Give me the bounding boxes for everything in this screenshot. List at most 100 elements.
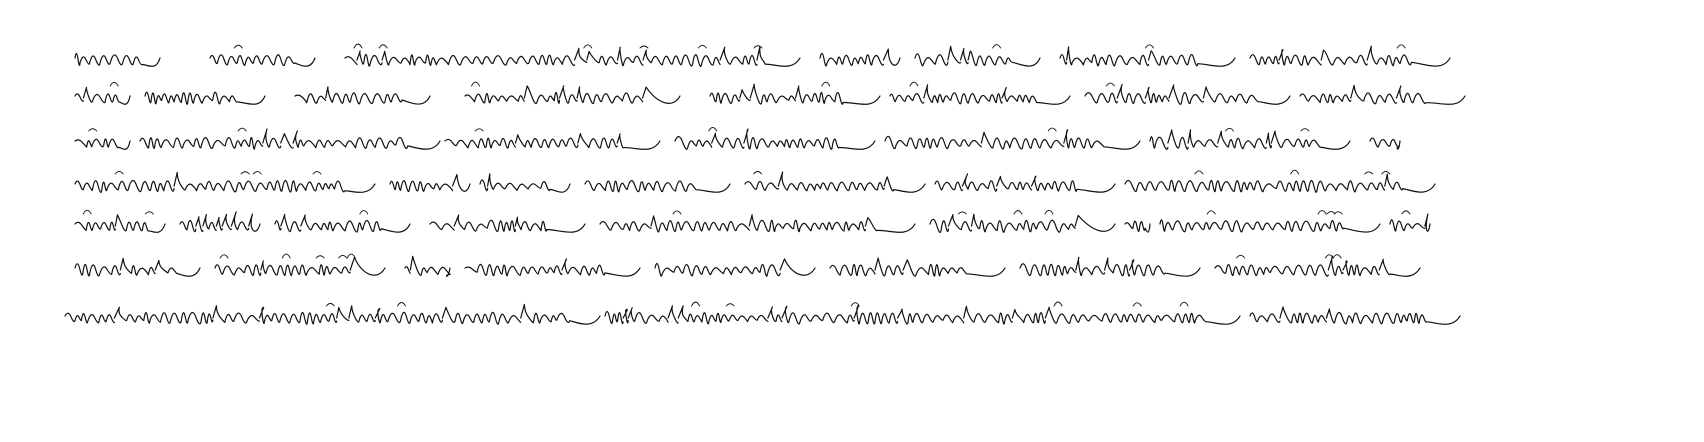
handwriting-stroke (464, 85, 681, 105)
handwriting-stroke (144, 91, 266, 105)
handwriting-stroke (353, 43, 363, 49)
handwriting-stroke (82, 209, 92, 215)
handwriting-stroke (344, 45, 801, 67)
handwriting-stroke (957, 211, 967, 215)
handwriting-stroke (583, 44, 593, 49)
handwriting-stroke (753, 171, 763, 175)
handwriting-stroke (1124, 173, 1436, 193)
handwriting-stroke (214, 256, 386, 277)
handwriting-stroke (1290, 169, 1300, 175)
handwriting-stroke (281, 253, 291, 259)
handwriting-stroke (909, 81, 919, 87)
handwriting-stroke (1053, 301, 1063, 307)
handwriting-stroke (1145, 44, 1154, 49)
handwriting-stroke (1132, 302, 1142, 307)
handwriting-stroke (1149, 129, 1351, 150)
handwriting-stroke (114, 170, 124, 175)
handwriting-stroke (209, 54, 316, 67)
handwriting-stroke (889, 84, 1071, 105)
handwriting-stroke (64, 303, 601, 325)
handwriting-stroke (1381, 170, 1391, 175)
handwriting-stroke (219, 254, 229, 259)
handwriting-stroke (821, 81, 831, 87)
handwriting-stroke (599, 214, 916, 233)
handwriting-stroke (654, 258, 816, 277)
handwriting-stroke (992, 44, 1002, 49)
handwriting-stroke (934, 173, 1116, 193)
handwriting-stroke (672, 210, 682, 215)
handwriting-stroke (474, 128, 484, 132)
handwriting-stroke (444, 133, 661, 150)
handwriting-stroke (1300, 128, 1310, 132)
handwriting-stroke (464, 258, 641, 277)
handwriting-stroke (74, 138, 131, 150)
handwriting-stroke (914, 45, 1041, 67)
handwriting-stroke (1389, 213, 1431, 232)
handwriting-stroke (378, 44, 388, 49)
handwriting-stroke (709, 83, 881, 105)
handwriting-stroke (74, 257, 201, 277)
handwriting-stroke (1333, 211, 1343, 215)
handwriting-stroke (584, 180, 731, 193)
handwriting-stroke (1236, 254, 1246, 259)
handwriting-stroke (312, 171, 322, 175)
handwriting-stroke (639, 45, 649, 49)
handwriting-stroke (404, 255, 451, 277)
handwriting-stroke (179, 211, 261, 233)
handwriting-stroke (397, 302, 406, 307)
handwriting-stroke (315, 255, 325, 259)
handwriting-stroke (744, 171, 926, 193)
handwriting-stroke (144, 211, 154, 215)
handwriting-stroke (1214, 255, 1421, 277)
handwriting-stroke (1299, 84, 1466, 105)
handwriting-stroke (1047, 127, 1057, 132)
handwriting-stroke (708, 126, 718, 132)
handwriting-stroke (819, 48, 901, 67)
handwriting-stroke (1124, 220, 1151, 233)
handwriting-stroke (604, 304, 1241, 325)
handwriting-stroke (1206, 210, 1216, 215)
handwriting-stroke (1364, 171, 1374, 175)
handwriting-stroke (1059, 46, 1236, 67)
handwriting-stroke (1019, 256, 1201, 277)
handwriting-stroke (325, 303, 335, 307)
handwriting-stroke (237, 127, 247, 132)
handwriting-stroke (1317, 210, 1327, 215)
handwriting-stroke (1369, 137, 1401, 150)
handwriting-stroke (725, 303, 735, 307)
handwriting-stroke (74, 214, 166, 233)
handwriting-stroke (74, 52, 161, 67)
handwriting-stroke (1249, 45, 1451, 67)
handwriting-stroke (240, 171, 250, 175)
handwriting-stroke (884, 129, 1141, 150)
handwriting-stroke (674, 128, 876, 150)
handwriting-stroke (753, 45, 763, 49)
handwriting-stroke (471, 81, 480, 87)
handwriting-stroke (1084, 84, 1291, 105)
handwriting-stroke (274, 213, 411, 233)
handwriting-stroke (1159, 219, 1381, 233)
handwriting-stroke (252, 171, 262, 175)
handwriting-stroke (294, 86, 431, 105)
handwriting-stroke (1396, 44, 1406, 49)
handwriting-stroke (88, 128, 98, 132)
handwriting-stroke (929, 213, 1116, 233)
handwriting-stroke (139, 128, 441, 150)
handwriting-stroke (359, 210, 369, 215)
handwriting-stroke (1105, 82, 1115, 87)
handwriting-stroke (479, 173, 571, 193)
handwriting-stroke (1013, 210, 1023, 215)
handwriting-stroke (1044, 209, 1054, 215)
handwriting-stroke (109, 81, 119, 87)
handwriting-stroke (691, 301, 701, 307)
handwriting-stroke (697, 44, 707, 49)
handwriting-stroke (1225, 127, 1234, 132)
handwriting-stroke (1249, 306, 1461, 325)
handwriting-stroke (74, 86, 131, 105)
handwriting-stroke (233, 44, 243, 49)
handwriting-stroke (338, 255, 348, 259)
handwriting-stroke (1401, 210, 1411, 215)
handwriting-stroke (1332, 254, 1342, 259)
